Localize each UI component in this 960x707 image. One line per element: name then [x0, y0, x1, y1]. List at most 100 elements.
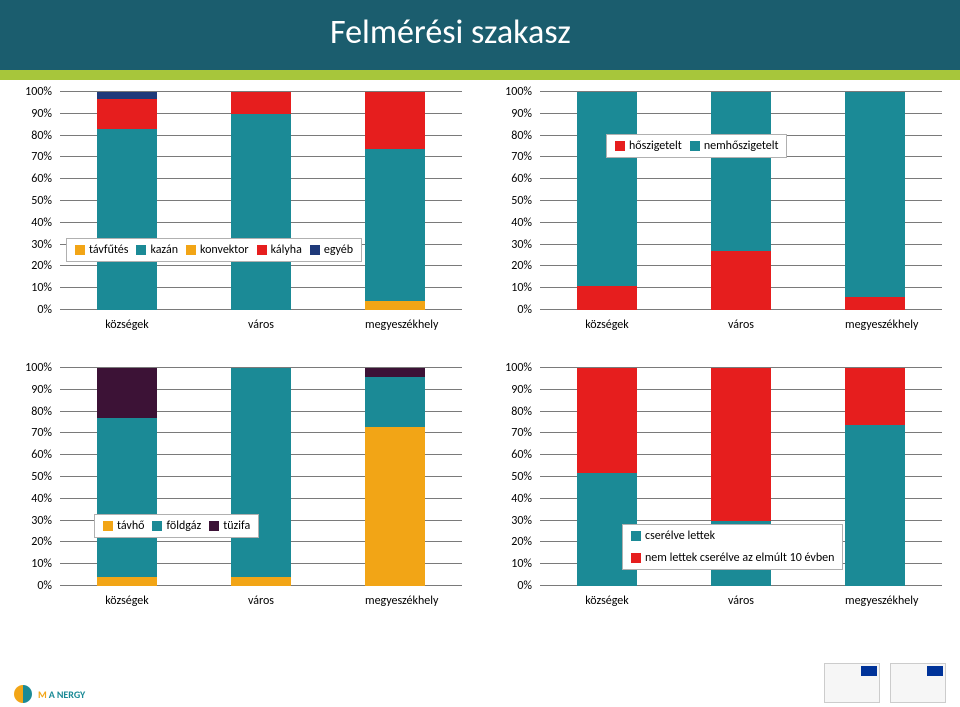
ytick-label: 100% — [505, 361, 532, 375]
ytick-label: 70% — [31, 426, 52, 440]
bar-segment — [365, 92, 425, 149]
legend-label: távfűtés — [89, 243, 128, 257]
page-title: Felmérési szakasz — [330, 12, 571, 53]
ytick-label: 70% — [511, 150, 532, 164]
bar — [365, 92, 425, 310]
chart-heating: 0%10%20%30%40%50%60%70%80%90%100%községe… — [12, 86, 468, 346]
bar-segment — [845, 297, 905, 310]
ytick-label: 60% — [511, 448, 532, 462]
bar — [231, 368, 291, 586]
title-bar: Felmérési szakasz — [0, 0, 960, 80]
bar-segment — [97, 99, 157, 130]
bar-segment — [365, 368, 425, 377]
ytick-label: 30% — [511, 238, 532, 252]
ytick-label: 50% — [31, 470, 52, 484]
chart-legend: távfűtés kazán konvektor kályha egyéb — [66, 238, 362, 262]
xtick-label: város — [711, 594, 771, 608]
ytick-label: 50% — [31, 194, 52, 208]
manergy-logo-icon — [14, 685, 32, 703]
bar — [365, 368, 425, 586]
footer: M A NERGY — [14, 663, 946, 703]
legend-item: konvektor — [186, 243, 249, 257]
legend-label: hőszigetelt — [629, 139, 682, 153]
xtick-label: községek — [577, 594, 637, 608]
ytick-label: 70% — [31, 150, 52, 164]
legend-swatch — [209, 521, 219, 531]
ytick-label: 10% — [31, 557, 52, 571]
ytick-label: 80% — [31, 129, 52, 143]
bar — [577, 92, 637, 310]
legend-item: nem lettek cserélve az elmúlt 10 évben — [631, 551, 834, 565]
ytick-label: 100% — [25, 361, 52, 375]
legend-swatch — [257, 245, 267, 255]
legend-item: egyéb — [310, 243, 353, 257]
bar-segment — [711, 251, 771, 310]
ytick-label: 60% — [511, 172, 532, 186]
ytick-label: 20% — [31, 535, 52, 549]
ytick-label: 90% — [31, 383, 52, 397]
bar — [711, 92, 771, 310]
ytick-label: 80% — [511, 405, 532, 419]
ytick-label: 60% — [31, 448, 52, 462]
legend-swatch — [136, 245, 146, 255]
legend-item: kazán — [136, 243, 178, 257]
legend-swatch — [631, 531, 641, 541]
legend-label: kályha — [271, 243, 302, 257]
eu-logos — [824, 663, 946, 703]
central-europe-logo — [824, 663, 880, 703]
erdf-logo — [890, 663, 946, 703]
bar-segment — [97, 368, 157, 418]
ytick-label: 60% — [31, 172, 52, 186]
ytick-label: 40% — [31, 492, 52, 506]
legend-swatch — [631, 553, 641, 563]
legend-label: nem lettek cserélve az elmúlt 10 évben — [645, 551, 834, 565]
chart-insulation: 0%10%20%30%40%50%60%70%80%90%100%községe… — [492, 86, 948, 346]
bar-segment — [845, 368, 905, 425]
legend-swatch — [75, 245, 85, 255]
xtick-label: községek — [97, 318, 157, 332]
ytick-label: 90% — [31, 107, 52, 121]
bar-segment — [231, 577, 291, 586]
legend-label: egyéb — [324, 243, 353, 257]
bar-segment — [845, 92, 905, 297]
bar-segment — [365, 301, 425, 310]
bar — [231, 92, 291, 310]
ytick-label: 50% — [511, 194, 532, 208]
ytick-label: 0% — [517, 303, 532, 317]
bar — [845, 92, 905, 310]
bar — [97, 368, 157, 586]
ytick-label: 80% — [511, 129, 532, 143]
legend-item: cserélve lettek — [631, 529, 715, 543]
legend-label: földgáz — [166, 519, 201, 533]
legend-item: nemhőszigetelt — [690, 139, 779, 153]
ytick-label: 30% — [31, 514, 52, 528]
legend-swatch — [310, 245, 320, 255]
bar-segment — [365, 427, 425, 586]
bar-segment — [845, 425, 905, 586]
bar-segment — [711, 368, 771, 521]
manergy-logo: M A NERGY — [14, 685, 85, 703]
ytick-label: 10% — [31, 281, 52, 295]
ytick-label: 20% — [31, 259, 52, 273]
legend-item: kályha — [257, 243, 302, 257]
ytick-label: 20% — [511, 259, 532, 273]
bar-segment — [577, 286, 637, 310]
chart-legend: cserélve lettek nem lettek cserélve az el… — [622, 524, 843, 570]
ytick-label: 30% — [31, 238, 52, 252]
chart-grid: 0% 10% 20% 30% 40% 50% 60% 70% 80% 90% 100% községe… — [12, 86, 948, 622]
ytick-label: 100% — [505, 85, 532, 99]
chart-legend: hőszigetelt nemhőszigetelt — [606, 134, 787, 158]
bar-segment — [97, 577, 157, 586]
bar-segment — [231, 114, 291, 310]
bar — [845, 368, 905, 586]
ytick-label: 10% — [511, 281, 532, 295]
xtick-label: megyeszékhely — [365, 594, 425, 608]
ytick-label: 40% — [511, 492, 532, 506]
bar — [97, 92, 157, 310]
bar-segment — [97, 129, 157, 310]
bar-segment — [577, 92, 637, 286]
legend-label: cserélve lettek — [645, 529, 715, 543]
ytick-label: 0% — [37, 303, 52, 317]
bar-segment — [711, 92, 771, 251]
ytick-label: 40% — [511, 216, 532, 230]
